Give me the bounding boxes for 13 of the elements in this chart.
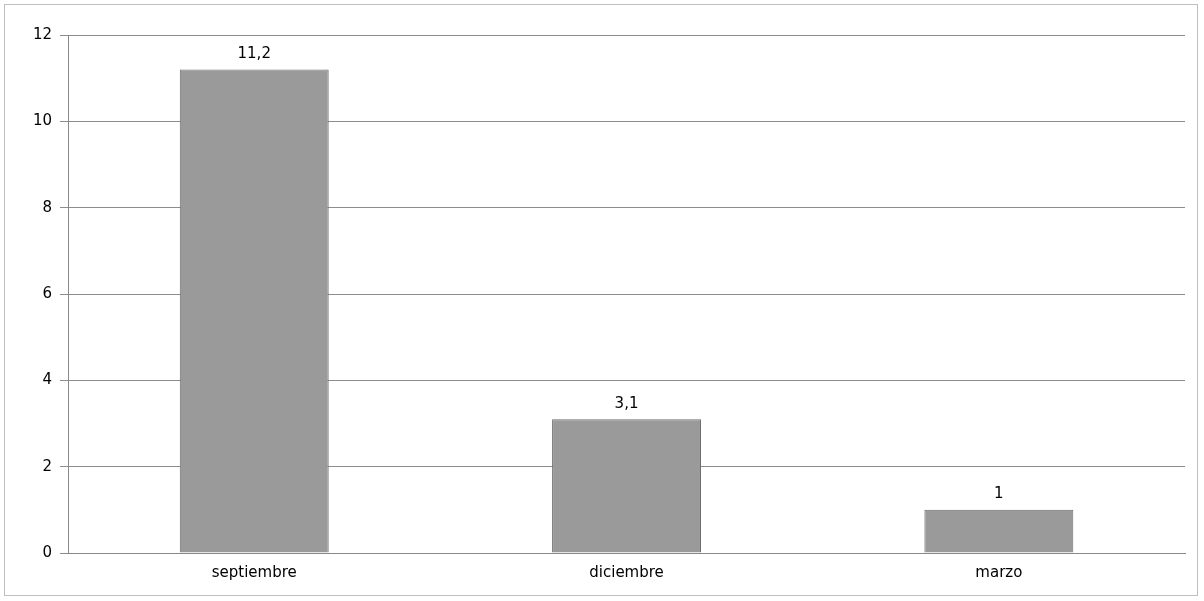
y-tick-label: 2 (42, 456, 53, 475)
data-label: 11,2 (237, 43, 271, 62)
x-tick-label: septiembre (211, 562, 297, 581)
data-label: 3,1 (614, 393, 639, 412)
y-tick-label: 10 (32, 111, 53, 130)
x-tick-label: diciembre (589, 562, 664, 581)
data-label: 1 (994, 484, 1004, 503)
y-tick-label: 4 (42, 370, 53, 389)
y-tick-label: 6 (42, 283, 53, 302)
x-tick-label: marzo (975, 562, 1023, 581)
y-tick-label: 12 (32, 24, 53, 43)
y-tick-label: 0 (42, 542, 53, 561)
y-tick-label: 8 (42, 197, 53, 216)
